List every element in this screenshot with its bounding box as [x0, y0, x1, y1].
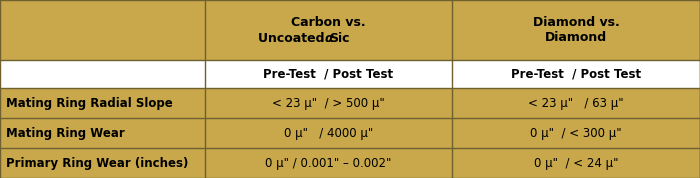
Text: α: α — [324, 33, 332, 46]
Text: 0 μ"   / 4000 μ": 0 μ" / 4000 μ" — [284, 127, 373, 140]
Bar — [0, 88, 205, 118]
Text: < 23 μ"  / > 500 μ": < 23 μ" / > 500 μ" — [272, 96, 385, 109]
Bar — [452, 118, 700, 148]
Bar — [0, 148, 205, 178]
Text: Mating Ring Wear: Mating Ring Wear — [6, 127, 125, 140]
Bar — [452, 60, 700, 88]
Bar — [205, 60, 452, 88]
Text: 0 μ" / 0.001" – 0.002": 0 μ" / 0.001" – 0.002" — [265, 156, 392, 169]
Bar — [452, 148, 700, 178]
Text: 0 μ"  / < 300 μ": 0 μ" / < 300 μ" — [530, 127, 622, 140]
Bar — [205, 118, 452, 148]
Bar — [0, 60, 205, 88]
Text: Mating Ring Radial Slope: Mating Ring Radial Slope — [6, 96, 173, 109]
Bar — [452, 88, 700, 118]
Text: Carbon vs.: Carbon vs. — [291, 15, 366, 28]
Bar — [205, 0, 452, 60]
Bar — [205, 88, 452, 118]
Bar — [0, 0, 205, 60]
Text: Pre-Test  / Post Test: Pre-Test / Post Test — [263, 67, 393, 80]
Bar — [452, 0, 700, 60]
Text: Uncoated: Uncoated — [258, 33, 328, 46]
Text: Diamond vs.
Diamond: Diamond vs. Diamond — [533, 16, 620, 44]
Text: < 23 μ"   / 63 μ": < 23 μ" / 63 μ" — [528, 96, 624, 109]
Text: Pre-Test  / Post Test: Pre-Test / Post Test — [511, 67, 641, 80]
Bar — [205, 148, 452, 178]
Text: 0 μ"  / < 24 μ": 0 μ" / < 24 μ" — [533, 156, 618, 169]
Text: Primary Ring Wear (inches): Primary Ring Wear (inches) — [6, 156, 188, 169]
Bar — [0, 118, 205, 148]
Text: Sic: Sic — [330, 33, 350, 46]
